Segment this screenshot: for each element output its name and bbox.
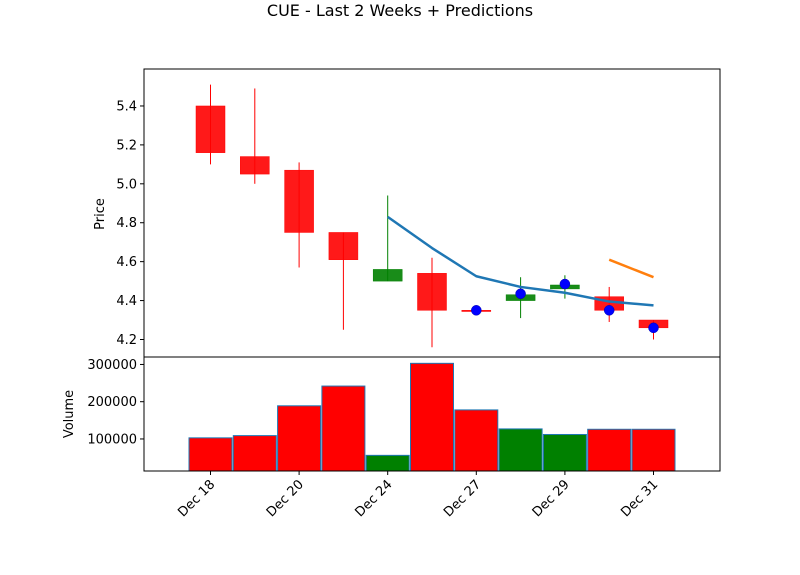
volume-bar bbox=[631, 428, 676, 472]
trend-line bbox=[386, 215, 654, 307]
x-tick-label: Dec 24 bbox=[353, 477, 396, 520]
volume-bars bbox=[188, 362, 676, 472]
candle bbox=[240, 88, 270, 184]
price-lines bbox=[386, 215, 654, 307]
x-tick-label: Dec 20 bbox=[264, 477, 307, 520]
close-marker bbox=[648, 322, 659, 334]
volume-panel: 100000 200000 300000 Volume bbox=[62, 356, 721, 472]
volume-y-tick-label: 100000 bbox=[87, 432, 137, 447]
volume-panel-frame bbox=[143, 356, 721, 472]
volume-bar bbox=[587, 428, 632, 472]
price-panel: 4.2 4.4 4.6 4.8 5.0 5.2 5.4 Price bbox=[93, 68, 721, 358]
x-tick-label: Dec 18 bbox=[175, 477, 218, 520]
volume-y-tick-label: 200000 bbox=[87, 395, 137, 410]
x-axis-ticks: Dec 18 Dec 20 Dec 24 Dec 27 Dec 29 Dec 31 bbox=[175, 471, 661, 520]
candle-body bbox=[417, 273, 447, 311]
volume-bar bbox=[277, 405, 322, 472]
price-y-ticks: 4.2 4.4 4.6 4.8 5.0 5.2 5.4 bbox=[116, 99, 144, 348]
price-y-tick-label: 5.2 bbox=[116, 138, 137, 153]
price-y-tick-label: 5.4 bbox=[116, 99, 137, 114]
candle bbox=[594, 286, 624, 322]
volume-bar bbox=[232, 435, 277, 472]
price-y-tick-label: 4.6 bbox=[116, 255, 137, 270]
candle-body bbox=[240, 156, 270, 175]
volume-bar bbox=[410, 362, 454, 472]
candle-body bbox=[328, 232, 359, 260]
close-marker bbox=[471, 305, 482, 316]
price-y-tick-label: 4.8 bbox=[116, 216, 137, 231]
x-tick-label: Dec 31 bbox=[618, 477, 661, 520]
candle bbox=[372, 195, 403, 282]
candle bbox=[417, 257, 447, 348]
price-y-tick-label: 4.4 bbox=[116, 294, 137, 309]
candle-body bbox=[372, 269, 403, 282]
volume-bar bbox=[365, 454, 410, 472]
x-tick-label: Dec 29 bbox=[530, 477, 573, 520]
candle-body bbox=[195, 105, 226, 153]
candle bbox=[328, 232, 359, 330]
candles bbox=[195, 84, 669, 348]
price-y-tick-label: 4.2 bbox=[116, 333, 137, 348]
close-marker bbox=[515, 288, 526, 300]
close-marker bbox=[559, 278, 571, 290]
candle-body bbox=[284, 169, 314, 233]
price-axis-label: Price bbox=[93, 198, 108, 230]
volume-axis-label: Volume bbox=[62, 390, 77, 438]
volume-bar bbox=[188, 437, 233, 472]
volume-bar bbox=[454, 409, 499, 472]
prediction-line bbox=[608, 258, 654, 279]
volume-bar bbox=[542, 433, 587, 472]
close-markers bbox=[471, 278, 659, 334]
volume-bar bbox=[321, 385, 366, 472]
price-y-tick-label: 5.0 bbox=[116, 177, 137, 192]
volume-y-ticks: 100000 200000 300000 bbox=[87, 358, 144, 447]
volume-bar bbox=[498, 428, 543, 472]
candle bbox=[284, 162, 314, 268]
chart-title: CUE - Last 2 Weeks + Predictions bbox=[267, 1, 533, 20]
candle bbox=[195, 84, 226, 165]
x-tick-label: Dec 27 bbox=[441, 477, 484, 520]
volume-y-tick-label: 300000 bbox=[87, 358, 137, 373]
close-marker bbox=[603, 305, 615, 316]
